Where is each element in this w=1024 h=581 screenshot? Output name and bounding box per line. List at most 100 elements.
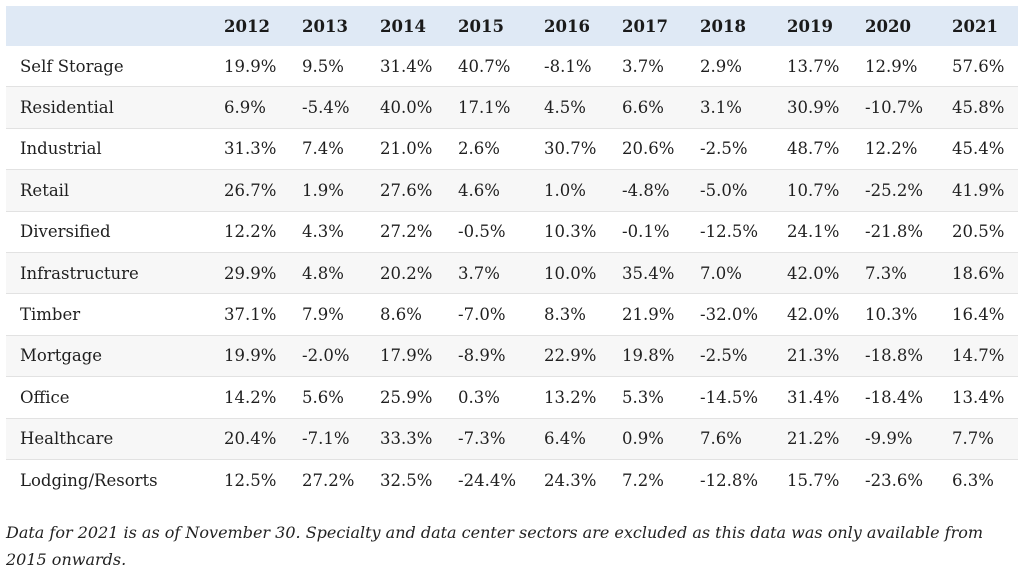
return-cell: 29.9% [224,252,302,295]
return-cell: 3.1% [700,86,787,129]
return-cell: -2.0% [302,335,380,378]
return-cell: -23.6% [865,470,923,490]
return-cell: 24.3% [544,470,597,490]
return-cell: -5.4% [302,86,380,129]
year-header-2013: 2013 [302,16,348,36]
year-header-2021: 2021 [952,16,998,36]
table-row: Mortgage 19.9% -2.0% 17.9% -8.9% 22.9% 19.8% -2… [6,335,1018,378]
sector-label: Infrastructure [6,252,224,295]
return-cell: 12.2% [224,211,302,253]
return-cell: 24.1% [787,211,865,253]
return-cell: 42.0% [787,252,865,295]
return-cell: 37.1% [224,293,302,336]
return-cell: 10.0% [544,252,622,295]
return-cell: 21.9% [622,293,700,336]
return-cell: 12.5% [224,470,277,490]
return-cell: -10.7% [865,86,952,129]
table-row: Infrastructure 29.9% 4.8% 20.2% 3.7% 10.0% 35.… [6,252,1018,295]
return-cell: 15.7% [787,470,840,490]
table-row: Office 14.2% 5.6% 25.9% 0.3% 13.2% 5.3% -14.5% 3… [6,376,1018,419]
return-cell: -2.5% [700,128,787,171]
year-header-2019: 2019 [787,16,833,36]
return-cell: 16.4% [952,293,1018,336]
return-cell: 21.0% [380,128,458,171]
return-cell: 5.6% [302,376,380,419]
return-cell: 2.6% [458,128,544,171]
return-cell: -8.1% [544,46,622,88]
return-cell: 7.0% [700,252,787,295]
return-cell: 27.6% [380,169,458,212]
table-header: 2012 2013 2014 2015 2016 2017 2018 2019 2020 2021 [6,6,1018,46]
return-cell: 19.8% [622,335,700,378]
sector-label: Residential [6,86,224,129]
sector-label: Self Storage [6,46,224,88]
return-cell: 1.9% [302,169,380,212]
sector-label: Diversified [6,211,224,253]
return-cell: -2.5% [700,335,787,378]
footnote: Data for 2021 is as of November 30. Spec… [6,523,984,569]
return-cell: 6.4% [544,418,622,460]
return-cell: 6.9% [224,86,302,129]
sector-label: Timber [6,293,224,336]
sector-label: Healthcare [6,418,224,460]
return-cell: -18.4% [865,376,952,419]
year-header-2012: 2012 [224,16,270,36]
return-cell: 7.3% [865,252,952,295]
return-cell: 12.2% [865,128,952,171]
year-header-2016: 2016 [544,16,590,36]
return-cell: 0.9% [622,418,700,460]
return-cell: -7.0% [458,293,544,336]
return-cell: 4.6% [458,169,544,212]
sector-label: Industrial [6,128,224,171]
return-cell: 10.3% [544,211,622,253]
return-cell: 17.1% [458,86,544,129]
sector-returns-table: 2012 2013 2014 2015 2016 2017 2018 2019 2020 2021… [6,6,1018,500]
return-cell: 20.5% [952,211,1018,253]
return-cell: -4.8% [622,169,700,212]
return-cell: -24.4% [458,470,516,490]
table-row: Residential 6.9% -5.4% 40.0% 17.1% 4.5% 6.6% 3.… [6,86,1018,129]
return-cell: -0.5% [458,211,544,253]
return-cell: 20.2% [380,252,458,295]
sector-label: Office [6,376,224,419]
return-cell: 3.7% [458,252,544,295]
return-cell: 10.7% [787,169,865,212]
year-header-2018: 2018 [700,16,746,36]
return-cell: 45.4% [952,128,1018,171]
return-cell: 27.2% [380,211,458,253]
return-cell: 2.9% [700,46,787,88]
return-cell: 13.2% [544,376,622,419]
sector-label: Mortgage [6,335,224,378]
return-cell: -32.0% [700,293,787,336]
return-cell: 4.8% [302,252,380,295]
return-cell: 0.3% [458,376,544,419]
return-cell: 13.7% [787,46,865,88]
header-row: 2012 2013 2014 2015 2016 2017 2018 2019 2020 2021 [6,6,1018,46]
return-cell: 20.6% [622,128,700,171]
return-cell: 5.3% [622,376,700,419]
return-cell: 30.7% [544,128,622,171]
return-cell: 6.3% [952,470,994,490]
year-header-2017: 2017 [622,16,668,36]
return-cell: -12.5% [700,211,787,253]
return-cell: -12.8% [700,470,758,490]
return-cell: -14.5% [700,376,787,419]
return-cell: 57.6% [952,46,1018,88]
return-cell: 45.8% [952,86,1018,129]
return-cell: 9.5% [302,46,380,88]
return-cell: 42.0% [787,293,865,336]
year-header-2020: 2020 [865,16,911,36]
table-row: Self Storage 19.9% 9.5% 31.4% 40.7% -8.1% 3.7%… [6,46,1018,88]
table-row: Lodging/Resorts 12.5% 27.2% 32.5% -24.4% 24.3… [6,459,1018,500]
return-cell: 7.9% [302,293,380,336]
return-cell: -7.3% [458,418,544,460]
return-cell: -8.9% [458,335,544,378]
return-cell: 4.5% [544,86,622,129]
year-header-2015: 2015 [458,16,504,36]
year-header-2014: 2014 [380,16,426,36]
return-cell: -25.2% [865,169,952,212]
return-cell: 4.3% [302,211,380,253]
return-cell: 31.4% [380,46,458,88]
return-cell: -7.1% [302,418,380,460]
